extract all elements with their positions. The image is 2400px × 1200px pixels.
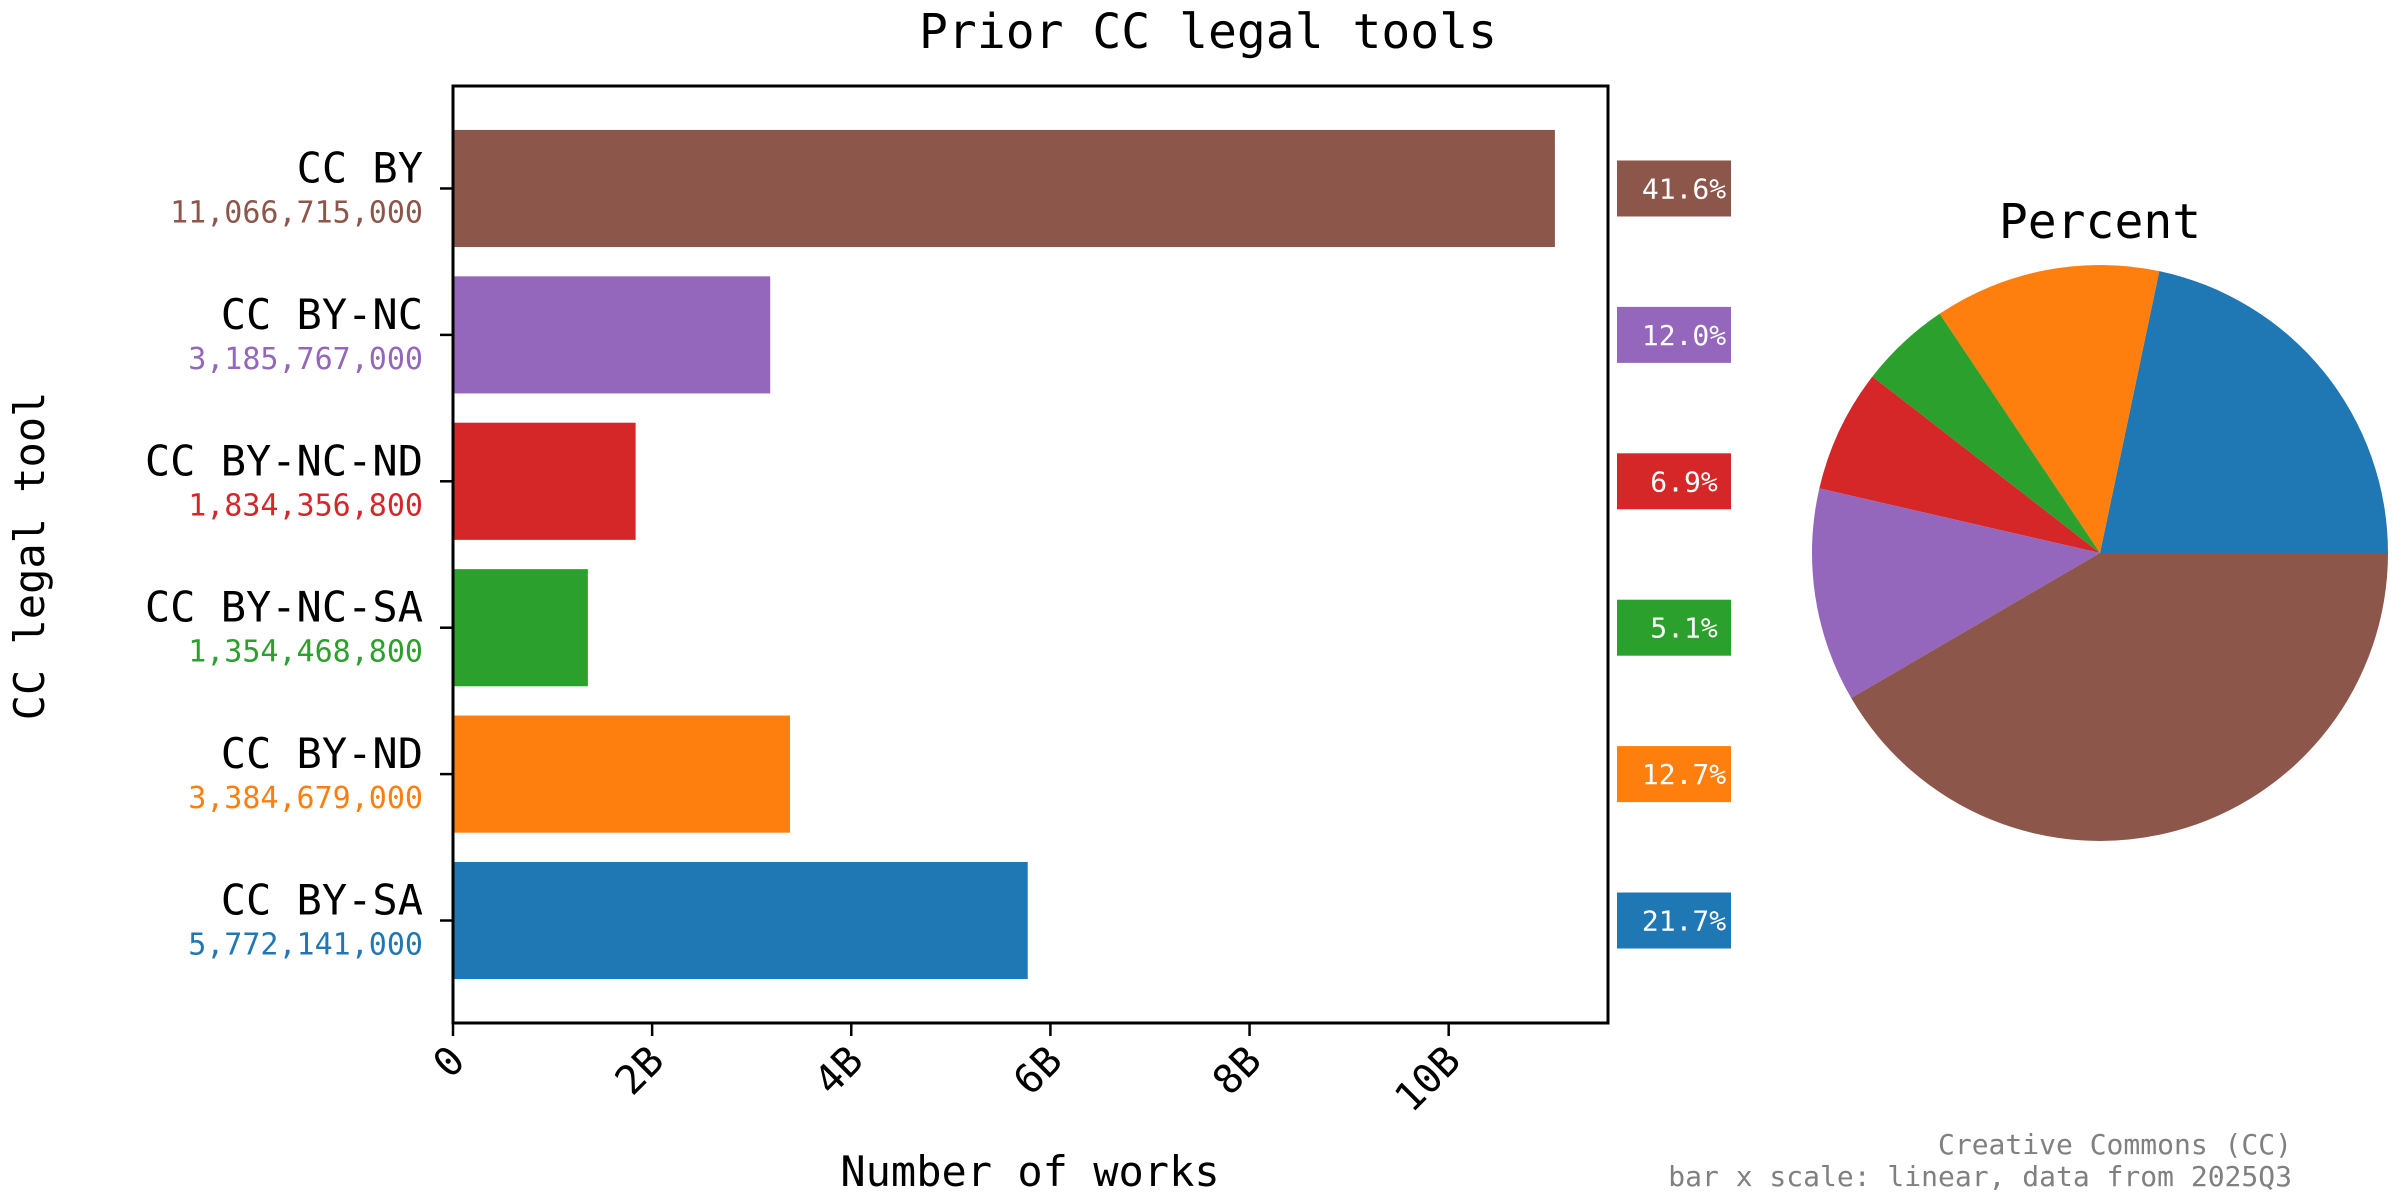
footer-scale-note: bar x scale: linear, data from 2025Q3 (1668, 1160, 2292, 1193)
pie-plot-area (1812, 265, 2388, 841)
pie-slice (1939, 265, 2160, 553)
percent-label: 12.7% (1642, 758, 1726, 791)
bar (453, 569, 588, 687)
pie-slice (1819, 376, 2100, 553)
category-label: CC BY-ND (221, 729, 423, 778)
category-label: CC BY-NC (221, 290, 423, 339)
pie-slice (1851, 553, 2388, 841)
category-label: CC BY-NC-SA (145, 583, 423, 632)
x-axis-label: Number of works (840, 1147, 1219, 1196)
x-tick-label: 0 (425, 1038, 475, 1088)
percent-badge (1617, 453, 1731, 510)
x-tick-label: 8B (1204, 1038, 1271, 1105)
bar (453, 276, 771, 394)
footer-credit: Creative Commons (CC) (1938, 1128, 2292, 1161)
category-label: CC BY-SA (221, 876, 423, 925)
plot-frame (451, 84, 1610, 1025)
percent-label: 21.7% (1642, 905, 1726, 938)
percent-label: 41.6% (1642, 172, 1726, 205)
bar (453, 129, 1555, 248)
bar (453, 715, 791, 833)
y-axis-label: CC legal tool (5, 392, 54, 721)
percent-label: 12.0% (1642, 319, 1726, 352)
x-tick-label: 10B (1386, 1038, 1470, 1122)
category-label: CC BY-NC-ND (145, 436, 423, 485)
x-tick-label: 6B (1005, 1038, 1072, 1105)
x-tick-label: 2B (607, 1038, 674, 1105)
percent-badge (1617, 892, 1731, 949)
category-label: CC BY (297, 143, 423, 192)
bar-value-label: 1,354,468,800 (188, 635, 423, 670)
bar-value-label: 1,834,356,800 (188, 488, 423, 523)
bar (453, 861, 1028, 980)
bar-value-label: 3,384,679,000 (188, 781, 423, 816)
bar (453, 422, 636, 540)
pie-slice (1872, 313, 2100, 553)
percent-label: 5.1% (1650, 612, 1718, 645)
bar-value-label: 3,185,767,000 (188, 342, 423, 377)
x-tick-label: 4B (806, 1038, 873, 1105)
percent-badge (1617, 746, 1731, 803)
bar-value-label: 11,066,715,000 (170, 195, 423, 230)
pie-chart-title: Percent (1999, 194, 2201, 250)
bar-value-label: 5,772,141,000 (188, 928, 423, 963)
percent-badge (1617, 599, 1731, 656)
percent-badge (1617, 306, 1731, 363)
bar-chart-title: Prior CC legal tools (919, 4, 1497, 60)
pie-slice (1812, 488, 2100, 699)
pie-slice (2100, 271, 2388, 553)
percent-label: 6.9% (1650, 465, 1718, 498)
percent-badge (1617, 160, 1731, 217)
